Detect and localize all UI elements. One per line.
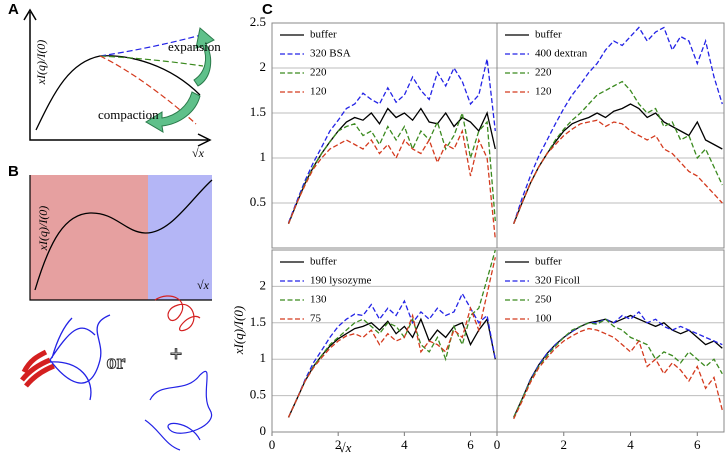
legend-label: 190 lysozyme bbox=[310, 275, 372, 287]
series-line bbox=[287, 58, 496, 224]
tangle bbox=[154, 295, 201, 332]
arrow-down bbox=[145, 91, 201, 133]
x-tick-label: 2 bbox=[335, 437, 342, 452]
y-tick-label: 1.5 bbox=[250, 314, 266, 329]
legend-label: 220 bbox=[535, 67, 552, 79]
legend-label: 120 bbox=[310, 86, 327, 98]
x-tick-label: 4 bbox=[627, 437, 634, 452]
legend-label: 320 Ficoll bbox=[535, 275, 580, 287]
annotation: expansion bbox=[168, 39, 221, 54]
series-line bbox=[513, 314, 723, 418]
plot-frame bbox=[496, 22, 725, 249]
legend-label: 250 bbox=[535, 294, 552, 306]
y-tick-label: 0.5 bbox=[250, 387, 266, 402]
panel-label: B bbox=[8, 163, 19, 180]
axes bbox=[29, 175, 212, 301]
panel-label: C bbox=[262, 1, 273, 18]
panel-c: C xI(q)/I(0) √x bbox=[231, 1, 352, 455]
annotation: + bbox=[170, 341, 183, 366]
series-line bbox=[287, 317, 496, 418]
plot-frame bbox=[496, 249, 725, 433]
y-label: xI(q)/I(0) bbox=[36, 206, 50, 252]
series-line bbox=[513, 318, 723, 418]
series-line bbox=[287, 107, 496, 224]
legend-label: buffer bbox=[310, 256, 337, 268]
x-label: √x bbox=[192, 146, 205, 160]
curve-expansion bbox=[99, 33, 206, 57]
region-blue bbox=[148, 175, 212, 300]
x-tick-label: 4 bbox=[401, 437, 408, 452]
panel-label: A bbox=[8, 1, 19, 18]
legend-label: 400 dextran bbox=[535, 48, 588, 60]
arrow-up bbox=[193, 27, 215, 87]
legend-label: 120 bbox=[535, 86, 552, 98]
curve-compaction bbox=[99, 55, 197, 125]
panel-a: A xI(q)/I(0) √x expansion compaction bbox=[8, 1, 221, 160]
panel-b: B xI(q)/I(0) √x or + bbox=[8, 163, 213, 451]
y-tick-label: 1 bbox=[260, 149, 267, 164]
x-tick-label: 6 bbox=[467, 437, 474, 452]
y-tick-label: 2.5 bbox=[250, 14, 266, 29]
x-tick-label: 0 bbox=[494, 437, 501, 452]
series-line bbox=[287, 110, 496, 224]
legend-label: 130 bbox=[310, 294, 327, 306]
x-tick-label: 6 bbox=[694, 437, 701, 452]
series-line bbox=[513, 103, 723, 224]
chain bbox=[49, 314, 111, 401]
y-tick-label: 1 bbox=[260, 350, 267, 365]
loops bbox=[144, 371, 213, 451]
series-line bbox=[513, 310, 723, 418]
curve bbox=[34, 179, 213, 291]
y-tick-label: 2 bbox=[260, 277, 267, 292]
helix bbox=[20, 349, 55, 388]
legend-label: 220 bbox=[310, 67, 327, 79]
annotation: compaction bbox=[98, 107, 159, 122]
series-line bbox=[513, 327, 723, 420]
plot-frame bbox=[271, 22, 498, 249]
x-tick-label: 0 bbox=[269, 437, 276, 452]
y-tick-label: 1.5 bbox=[250, 104, 266, 119]
annotation: or bbox=[107, 352, 126, 374]
legend-label: buffer bbox=[535, 29, 562, 41]
series-line bbox=[287, 249, 496, 418]
y-tick-label: 2 bbox=[260, 59, 267, 74]
curve-mid bbox=[99, 55, 204, 67]
legend-label: buffer bbox=[310, 29, 337, 41]
series-line bbox=[513, 119, 723, 224]
series-line bbox=[513, 26, 723, 224]
region-red bbox=[30, 175, 148, 300]
x-label: √x bbox=[197, 278, 210, 292]
legend-label: buffer bbox=[535, 256, 562, 268]
legend-label: 75 bbox=[310, 313, 322, 325]
legend-label: 100 bbox=[535, 313, 552, 325]
arrowheads bbox=[23, 8, 212, 147]
legend-label: 320 BSA bbox=[310, 48, 351, 60]
series-line bbox=[513, 80, 723, 224]
y-label: xI(q)/I(0) bbox=[231, 306, 246, 355]
axes bbox=[29, 12, 208, 141]
x-tick-label: 2 bbox=[561, 437, 568, 452]
series-line bbox=[287, 257, 496, 418]
y-tick-label: 0 bbox=[260, 423, 267, 438]
series-line bbox=[287, 292, 496, 418]
y-label: xI(q)/I(0) bbox=[34, 40, 48, 86]
y-tick-label: 0.5 bbox=[250, 194, 266, 209]
series-line bbox=[287, 128, 496, 240]
x-label: √x bbox=[339, 440, 352, 455]
